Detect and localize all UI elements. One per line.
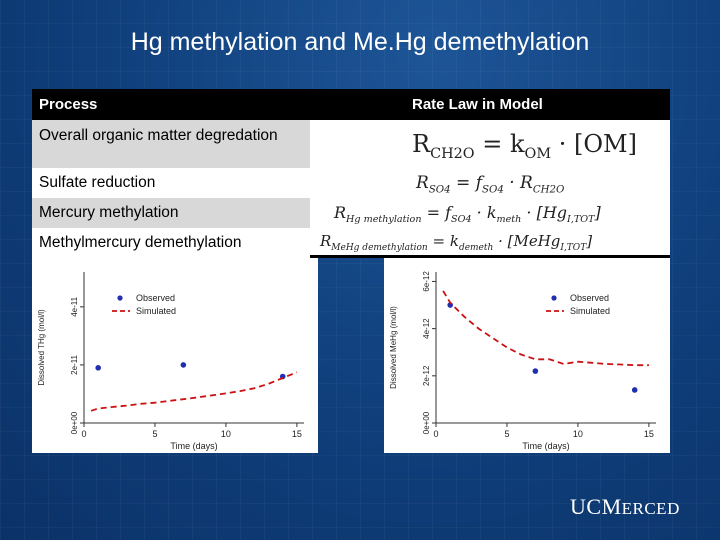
legend-simulated-label: Simulated — [136, 306, 176, 316]
x-tick-label: 5 — [504, 429, 509, 439]
observed-point — [532, 368, 539, 374]
x-tick-label: 0 — [81, 429, 86, 439]
process-cell: Methylmercury demethylation — [32, 228, 310, 258]
process-label: Sulfate reduction — [39, 174, 156, 191]
x-tick-label: 15 — [644, 429, 654, 439]
simulated-line — [90, 371, 298, 412]
legend-observed-marker — [551, 295, 557, 301]
process-label: Mercury methylation — [39, 204, 179, 221]
equation-cell: RMeHg demethylation = kdemeth · [MeHgI,T… — [310, 228, 670, 258]
y-axis-label: Dissolved MeHg (mol/l) — [389, 306, 398, 389]
x-tick-label: 0 — [433, 429, 438, 439]
y-tick-label: 4e-11 — [70, 296, 79, 316]
y-tick-label: 2e-11 — [70, 354, 79, 374]
x-tick-label: 5 — [152, 429, 157, 439]
process-cell: Mercury methylation — [32, 198, 310, 228]
x-axis-label: Time (days) — [170, 441, 217, 451]
ucmerced-logo: UCMERCED — [570, 494, 680, 519]
equation-cell: RHg methylation = fSO4 · kmeth · [HgI,TO… — [310, 198, 670, 228]
header-rate-law: Rate Law in Model — [412, 96, 543, 113]
y-tick-label: 0e+00 — [422, 411, 431, 434]
y-tick-label: 2e-12 — [422, 365, 431, 386]
x-tick-label: 15 — [292, 429, 302, 439]
legend-simulated-label: Simulated — [570, 306, 610, 316]
process-label: Overall organic matter degredation — [39, 127, 278, 144]
legend-observed-marker — [117, 295, 123, 301]
process-cell: Sulfate reduction — [32, 168, 310, 198]
x-axis-label: Time (days) — [522, 441, 569, 451]
equation-cell: RSO4 = fSO4 · RCH2O — [310, 168, 670, 198]
x-tick-label: 10 — [221, 429, 231, 439]
mehg-chart: 0 5 10 15 0e+00 2e-12 4e-12 6e-12 Time (days) Dis… — [389, 271, 656, 451]
observed-point — [180, 362, 187, 368]
equation-cell: RCH2O = kOM · [OM] — [310, 120, 670, 168]
header-process: Process — [39, 96, 98, 113]
y-tick-label: 0e+00 — [70, 411, 79, 434]
y-axis-label: Dissolved THg (mol/l) — [37, 309, 46, 386]
process-cell: Overall organic matter degredation — [32, 120, 310, 168]
table-header-row: Process Rate Law in Model — [32, 89, 670, 120]
thg-chart-panel: 0 5 10 15 0e+00 2e-11 4e-11 Time (days) Dissolve… — [32, 258, 318, 453]
equation: RSO4 = fSO4 · RCH2O — [416, 173, 565, 196]
equation: RMeHg demethylation = kdemeth · [MeHgI,T… — [320, 232, 593, 253]
y-tick-label: 6e-12 — [422, 271, 431, 292]
simulated-line — [442, 290, 649, 367]
equation: RCH2O = kOM · [OM] — [412, 130, 637, 162]
equation: RHg methylation = fSO4 · kmeth · [HgI,TO… — [334, 203, 601, 226]
x-tick-label: 10 — [573, 429, 583, 439]
mehg-chart-panel: 0 5 10 15 0e+00 2e-12 4e-12 6e-12 Time (days) Dis… — [384, 258, 670, 453]
y-tick-label: 4e-12 — [422, 318, 431, 339]
observed-point — [631, 387, 638, 393]
legend-observed-label: Observed — [136, 293, 175, 303]
process-label: Methylmercury demethylation — [39, 234, 242, 251]
slide-title: Hg methylation and Me.Hg demethylation — [130, 28, 590, 56]
observed-point — [95, 365, 101, 371]
thg-chart: 0 5 10 15 0e+00 2e-11 4e-11 Time (days) Dissolve… — [37, 272, 304, 451]
legend-observed-label: Observed — [570, 293, 609, 303]
